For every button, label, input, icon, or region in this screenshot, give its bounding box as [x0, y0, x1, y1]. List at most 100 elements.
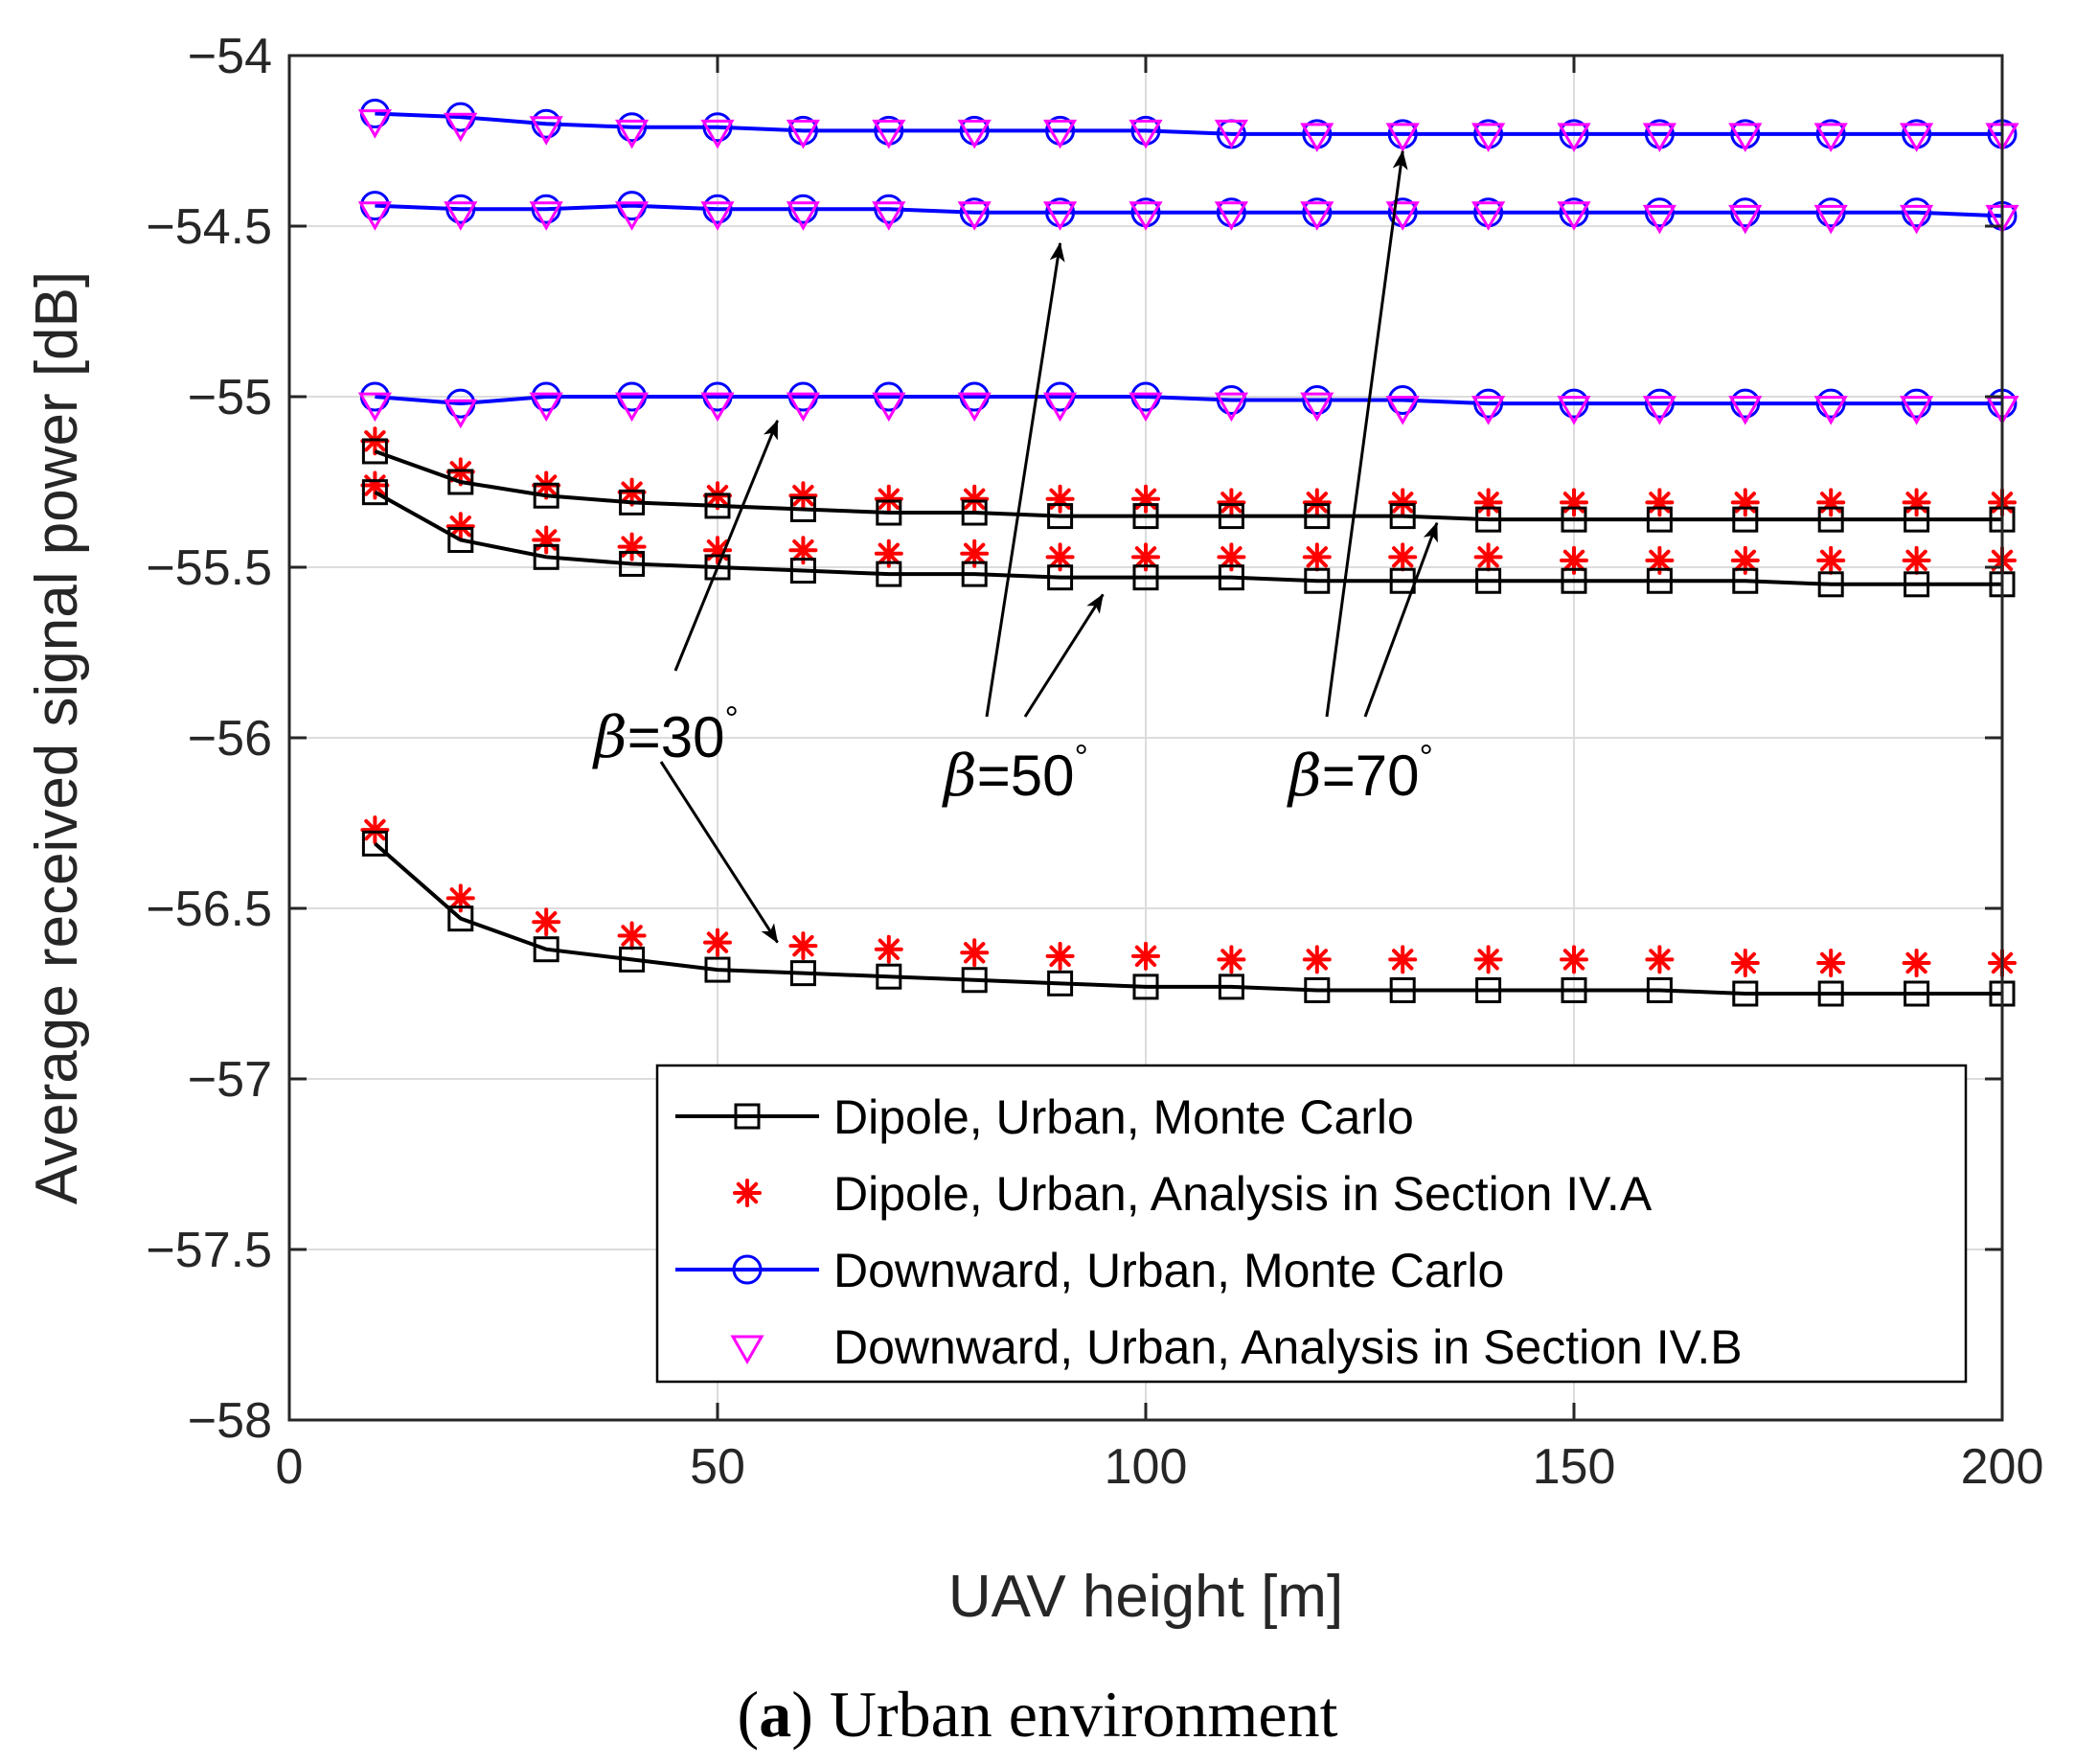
data-point-circle [445, 194, 476, 224]
data-point-triangle [1214, 201, 1248, 231]
annotation-arrow [1325, 149, 1408, 718]
annotations: β=30° β=50° β=70° [592, 149, 1439, 944]
data-point-square [619, 946, 646, 973]
annotation-value: =30 [627, 705, 725, 769]
data-point-triangle [872, 119, 906, 149]
annotation-label: β=50° [942, 737, 1088, 810]
data-point-circle [874, 194, 904, 224]
data-point-asterisk [1217, 488, 1246, 517]
series-dipole-mc-beta30 [361, 830, 2016, 1007]
data-point-square [1132, 974, 1159, 1000]
legend-entry-down-an: Downward, Urban, Analysis in Section IV.… [730, 1320, 1743, 1374]
data-point-asterisk [1302, 488, 1332, 517]
x-tick-label: 0 [276, 1439, 304, 1495]
data-point-circle [1216, 385, 1246, 416]
caption-text: Urban environment [813, 1678, 1338, 1751]
series-down-an-beta30 [357, 392, 2019, 429]
data-point-square [1218, 974, 1244, 1000]
data-point-circle [702, 194, 733, 224]
data-point-square [1561, 976, 1587, 1003]
y-tick-label: −55.5 [146, 540, 272, 596]
data-point-square [533, 936, 559, 963]
data-point-asterisk [1560, 945, 1588, 974]
data-point-triangle [1043, 392, 1078, 423]
annotation-beta-2: β=70° [1287, 149, 1439, 810]
data-point-triangle [1813, 204, 1848, 235]
annotation-beta-0: β=30° [592, 419, 779, 944]
data-point-asterisk [1902, 488, 1931, 517]
legend-label: Dipole, Urban, Analysis in Section IV.A [833, 1167, 1653, 1221]
data-point-asterisk [1816, 948, 1846, 977]
data-point-triangle [1300, 201, 1334, 231]
data-point-square [1132, 503, 1159, 530]
data-point-square [1561, 506, 1587, 533]
y-tick-label: −54 [188, 29, 272, 84]
data-point-asterisk [1302, 542, 1332, 572]
data-point-square [361, 479, 388, 506]
data-point-triangle [1642, 123, 1676, 152]
data-point-square [1218, 503, 1244, 530]
data-point-square [1389, 503, 1416, 530]
data-point-asterisk [1473, 945, 1503, 974]
data-point-square [1817, 571, 1844, 598]
data-point-asterisk [703, 536, 732, 565]
annotation-beta-symbol: β [942, 743, 977, 810]
data-point-asterisk [1388, 542, 1418, 572]
y-tick-label: −57.5 [146, 1223, 272, 1278]
annotation-beta-1: β=50° [942, 241, 1105, 810]
data-point-circle [1730, 388, 1761, 419]
data-point-circle [617, 112, 648, 143]
series-line [374, 490, 2002, 586]
data-point-triangle [1214, 392, 1248, 423]
data-point-circle [531, 108, 561, 139]
legend-label: Downward, Urban, Analysis in Section IV.… [833, 1320, 1743, 1374]
data-point-triangle [1728, 123, 1763, 152]
data-point-asterisk [1645, 945, 1675, 974]
data-point-square [1132, 564, 1159, 591]
data-point-asterisk [445, 512, 475, 541]
annotation-value: =70 [1322, 744, 1420, 808]
data-point-square [876, 963, 902, 990]
x-tick-label: 50 [690, 1439, 745, 1495]
data-point-asterisk [532, 907, 561, 937]
caption-label: a [759, 1678, 791, 1751]
data-point-triangle [1043, 119, 1078, 149]
data-point-triangle [357, 392, 392, 423]
data-point-circle [1815, 197, 1846, 228]
series-layer [357, 99, 2019, 1007]
x-axis-title: UAV height [m] [948, 1564, 1343, 1630]
data-point-square [876, 499, 902, 526]
data-point-asterisk [874, 484, 903, 514]
data-point-square [533, 543, 559, 570]
data-point-square [1646, 567, 1673, 594]
x-tick-label: 200 [1961, 1439, 2044, 1495]
data-point-asterisk [1730, 948, 1760, 977]
data-point-square [447, 905, 474, 932]
data-point-triangle [872, 201, 906, 231]
series-dipole-mc-beta50 [361, 479, 2016, 598]
data-point-square [961, 967, 988, 994]
data-point-triangle [957, 201, 992, 231]
figure-caption: (a) Urban environment [738, 1678, 1338, 1751]
data-point-triangle [1642, 204, 1676, 235]
data-point-square [1047, 970, 1074, 997]
data-point-asterisk [1816, 545, 1846, 575]
data-point-asterisk [532, 525, 561, 555]
data-point-triangle [700, 201, 735, 231]
data-point-asterisk [1045, 941, 1075, 971]
data-point-triangle [1214, 119, 1248, 149]
annotation-arrow [673, 419, 779, 672]
data-point-square [704, 493, 731, 519]
data-point-triangle [1557, 201, 1591, 231]
data-point-circle [732, 1254, 763, 1285]
annotation-beta-symbol: β [592, 704, 627, 771]
annotation-value: =50 [977, 744, 1075, 808]
data-point-asterisk [960, 484, 990, 514]
data-point-circle [1473, 388, 1504, 419]
data-point-circle [1644, 197, 1675, 228]
data-point-asterisk [1131, 941, 1160, 971]
data-point-square [876, 561, 902, 587]
data-point-triangle [615, 392, 650, 423]
data-point-triangle [1557, 396, 1591, 425]
